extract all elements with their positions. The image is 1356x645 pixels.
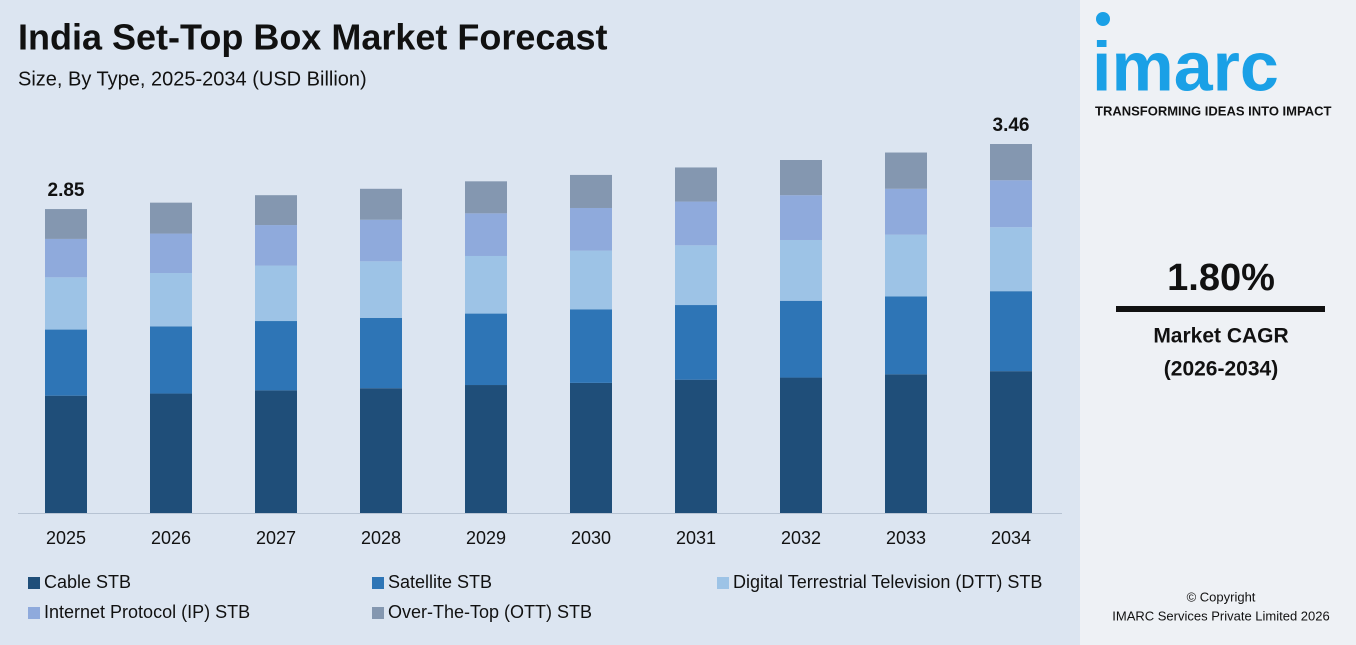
bar-segment (360, 219, 402, 262)
legend-label: Over-The-Top (OTT) STB (388, 602, 592, 622)
bar-segment (780, 377, 822, 513)
bar-segment (675, 167, 717, 202)
bar-segment (465, 213, 507, 256)
bar-segment (885, 296, 927, 375)
total-label: 2.85 (48, 180, 85, 201)
x-tick-label: 2030 (571, 528, 611, 548)
bar-segment (465, 181, 507, 214)
bar-segment (885, 188, 927, 235)
bar-segment (150, 273, 192, 327)
bar-segment (45, 209, 87, 239)
bar-segment (675, 379, 717, 513)
side-panel (1080, 0, 1356, 645)
bar-segment (255, 195, 297, 226)
legend-swatch (372, 607, 384, 619)
cagr-rule (1116, 306, 1325, 312)
x-tick-label: 2026 (151, 528, 191, 548)
logo-dot (1096, 12, 1110, 26)
x-tick-label: 2027 (256, 528, 296, 548)
bar-segment (570, 309, 612, 383)
x-tick-label: 2028 (361, 528, 401, 548)
bar-segment (150, 202, 192, 234)
bar-segment (255, 265, 297, 322)
x-tick-label: 2029 (466, 528, 506, 548)
bar-segment (45, 238, 87, 278)
legend-label: Internet Protocol (IP) STB (44, 602, 250, 622)
bar-segment (990, 227, 1032, 292)
legend-swatch (28, 577, 40, 589)
x-tick-label: 2033 (886, 528, 926, 548)
legend-label: Digital Terrestrial Television (DTT) STB (733, 572, 1042, 592)
bar-segment (675, 305, 717, 380)
bar-segment (780, 195, 822, 240)
cagr-label: Market CAGR (1153, 325, 1288, 348)
bar-segment (675, 201, 717, 246)
bar-segment (885, 374, 927, 513)
legend-swatch (372, 577, 384, 589)
legend-swatch (717, 577, 729, 589)
bar-segment (255, 321, 297, 391)
bar-segment (570, 174, 612, 208)
bar-segment (45, 329, 87, 396)
bar-segment (885, 234, 927, 297)
bar-segment (150, 326, 192, 394)
chart-title: India Set-Top Box Market Forecast (18, 17, 607, 58)
bar-segment (570, 382, 612, 513)
chart-subtitle: Size, By Type, 2025-2034 (USD Billion) (18, 68, 367, 90)
x-tick-label: 2032 (781, 528, 821, 548)
x-tick-label: 2034 (991, 528, 1031, 548)
bar-segment (360, 261, 402, 318)
x-tick-label: 2025 (46, 528, 86, 548)
bar-segment (780, 300, 822, 378)
total-label: 3.46 (993, 115, 1030, 136)
company: IMARC Services Private Limited 2026 (1112, 608, 1329, 623)
bar-segment (885, 152, 927, 189)
bar-segment (360, 317, 402, 389)
legend-swatch (28, 607, 40, 619)
bar-segment (570, 207, 612, 251)
bar-segment (465, 313, 507, 386)
bar-segment (360, 188, 402, 220)
copyright: © Copyright (1187, 589, 1256, 604)
bar-segment (780, 239, 822, 301)
bar-segment (780, 159, 822, 196)
bar-segment (150, 233, 192, 274)
bar-segment (255, 225, 297, 266)
legend-label: Cable STB (44, 572, 131, 592)
bar-segment (675, 245, 717, 306)
bar-segment (570, 250, 612, 310)
bar-segment (990, 144, 1032, 181)
logo: imarc (1092, 27, 1279, 105)
bar-segment (150, 393, 192, 513)
bar-segment (990, 180, 1032, 228)
bar-segment (360, 388, 402, 513)
bar-segment (990, 291, 1032, 372)
legend-label: Satellite STB (388, 572, 492, 592)
bar-segment (465, 255, 507, 314)
tagline: TRANSFORMING IDEAS INTO IMPACT (1095, 103, 1331, 118)
cagr-value: 1.80% (1167, 257, 1275, 299)
bar-segment (45, 277, 87, 330)
bar-segment (990, 371, 1032, 513)
bar-segment (45, 395, 87, 513)
cagr-period: (2026-2034) (1164, 358, 1278, 381)
bar-segment (465, 385, 507, 513)
x-tick-label: 2031 (676, 528, 716, 548)
bar-segment (255, 390, 297, 513)
